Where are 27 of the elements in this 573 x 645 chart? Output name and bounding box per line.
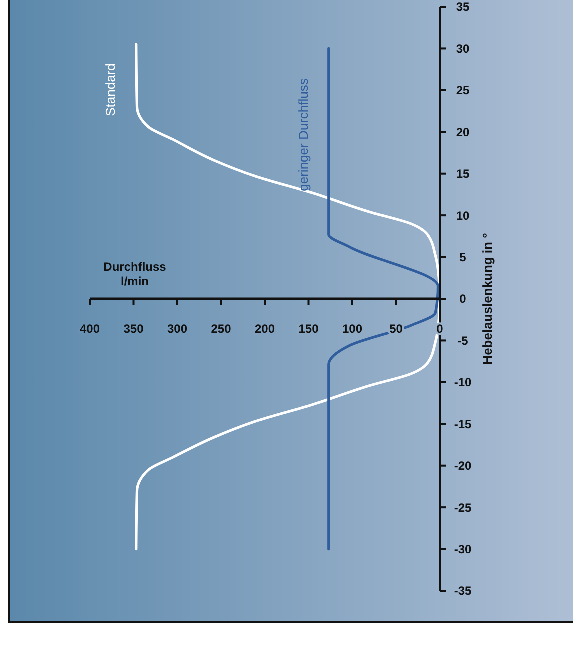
x-tick-label: 100 xyxy=(342,322,363,336)
text: Standard xyxy=(103,64,118,116)
y-tick-label: -35 xyxy=(454,584,472,598)
y-tick-label: -30 xyxy=(454,542,472,556)
y-tick-label: 5 xyxy=(460,250,467,264)
x-tick-label: 400 xyxy=(80,322,100,336)
y-tick-label: 20 xyxy=(456,125,470,140)
y-tick-label: -15 xyxy=(454,417,472,432)
y-tick-label: 10 xyxy=(456,208,470,223)
x-tick-label: 150 xyxy=(298,322,320,336)
y-tick-label: -10 xyxy=(454,376,472,390)
y-tick-label: 25 xyxy=(456,84,470,98)
y-tick-label: -25 xyxy=(454,500,472,515)
x-tick-label: 350 xyxy=(124,322,144,336)
y-tick-label: 30 xyxy=(456,42,470,56)
text: geringer Durchfluss xyxy=(296,78,311,192)
y-tick-label: 0 xyxy=(460,292,467,306)
x-tick-label: 250 xyxy=(211,322,232,336)
y-tick-label: 15 xyxy=(456,167,470,182)
x-tick-label: 300 xyxy=(167,322,188,336)
y-tick-label: -20 xyxy=(454,459,472,474)
x-tick-label: 50 xyxy=(390,322,404,336)
y-axis-title: Hebelauslenkung in ° xyxy=(480,233,495,365)
y-tick-label: -5 xyxy=(458,334,469,348)
x-tick-label: 200 xyxy=(254,322,276,336)
y-tick-label: 35 xyxy=(456,0,470,14)
x-axis-title: Durchfluss l/min xyxy=(104,260,167,288)
